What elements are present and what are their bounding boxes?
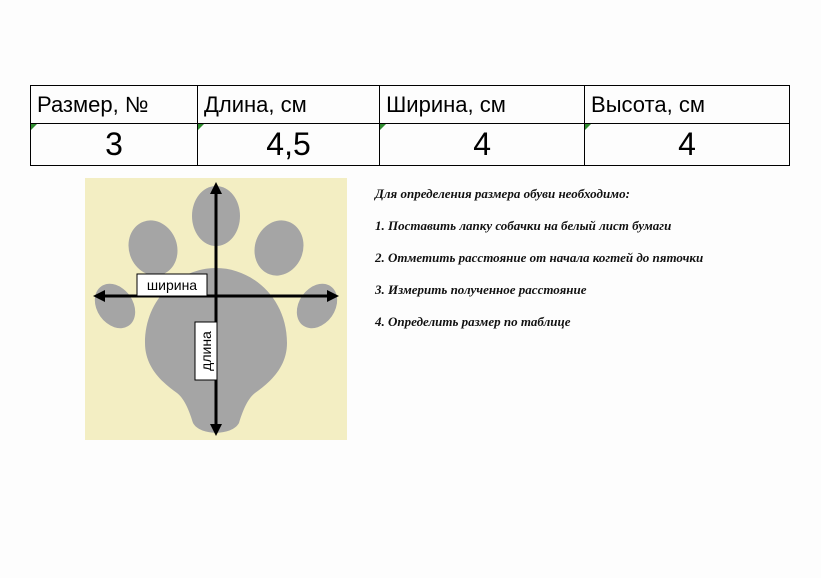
instructions: Для определения размера обуви необходимо… xyxy=(375,178,703,346)
instruction-step: 2. Отметить расстояние от начала когтей … xyxy=(375,250,703,266)
size-table: Размер, № Длина, см Ширина, см Высота, с… xyxy=(30,85,790,166)
instruction-step: 3. Измерить полученное расстояние xyxy=(375,282,703,298)
table-header-row: Размер, № Длина, см Ширина, см Высота, с… xyxy=(31,86,790,124)
col-header-width: Ширина, см xyxy=(380,86,585,124)
cell-width: 4 xyxy=(380,124,585,166)
instruction-step: 1. Поставить лапку собачки на белый лист… xyxy=(375,218,703,234)
instruction-step: 4. Определить размер по таблице xyxy=(375,314,703,330)
col-header-length: Длина, см xyxy=(197,86,379,124)
paw-diagram: ширина длина xyxy=(85,178,347,440)
diagram-label-width: ширина xyxy=(147,277,197,293)
instructions-title: Для определения размера обуви необходимо… xyxy=(375,186,703,202)
cell-size: 3 xyxy=(31,124,198,166)
col-header-height: Высота, см xyxy=(585,86,790,124)
table-value-row: 3 4,5 4 4 xyxy=(31,124,790,166)
paw-svg: ширина длина xyxy=(85,178,347,440)
cell-height: 4 xyxy=(585,124,790,166)
cell-length: 4,5 xyxy=(197,124,379,166)
table: Размер, № Длина, см Ширина, см Высота, с… xyxy=(30,85,790,166)
col-header-size: Размер, № xyxy=(31,86,198,124)
diagram-label-length: длина xyxy=(198,331,214,371)
